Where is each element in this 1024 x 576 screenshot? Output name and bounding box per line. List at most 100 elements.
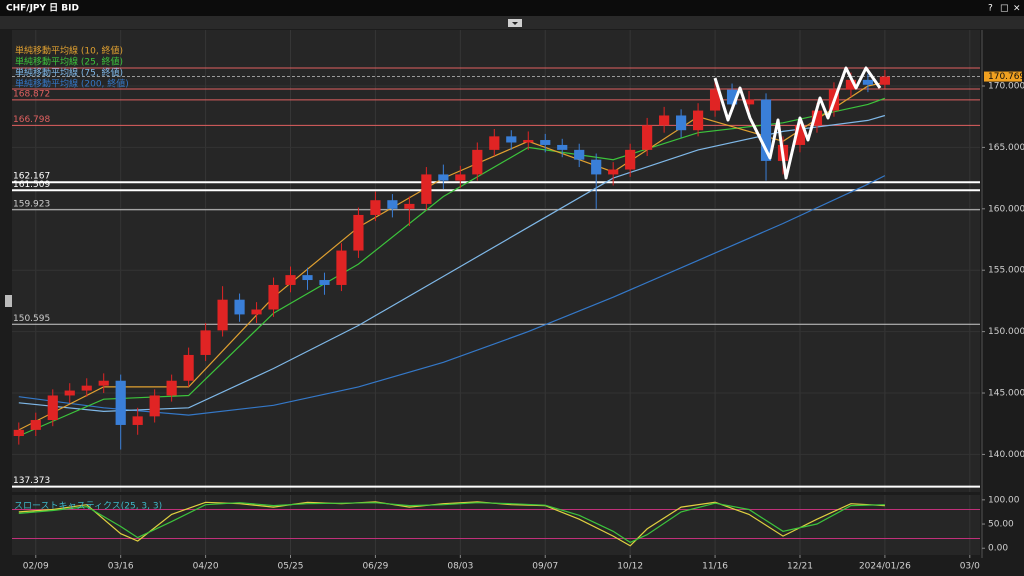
candle-body (574, 149, 585, 160)
candle-body (370, 200, 381, 215)
candle-body (302, 275, 313, 281)
candle-body (438, 174, 449, 181)
candle-body (489, 136, 500, 150)
candle-body (353, 214, 364, 251)
candle-body (251, 309, 262, 315)
candle-body (523, 140, 534, 143)
y-tick-label: 150.000 (988, 327, 1024, 337)
candle-body (794, 125, 806, 145)
candle-body (234, 299, 245, 315)
candle-body (30, 420, 41, 430)
stochastic-tick-label: 0.00 (988, 544, 1008, 554)
candle-body (862, 79, 874, 85)
candle-body (676, 115, 687, 131)
price-level-label: 150.595 (13, 314, 50, 324)
close-button[interactable]: × (1013, 4, 1021, 14)
legend-entry: 単純移動平均線 (75, 終値) (15, 67, 123, 79)
candle-body (200, 330, 211, 355)
candle-body (81, 385, 92, 391)
moving-average (18, 175, 886, 416)
candle-body (845, 79, 857, 90)
candle-body (336, 250, 347, 285)
current-price-label: 170.769 (988, 72, 1024, 82)
price-level-label: 159.923 (13, 199, 50, 209)
legend-entry: 単純移動平均線 (200, 終値) (15, 78, 129, 90)
y-tick-label: 170.000 (988, 82, 1024, 92)
candle-body (115, 380, 126, 425)
candle-body (404, 203, 415, 209)
price-level-label: 137.373 (13, 476, 50, 486)
candle-body (13, 429, 24, 436)
x-tick-label: 12/21 (787, 562, 813, 572)
x-tick-label: 08/03 (447, 562, 473, 572)
candle-body (319, 280, 330, 285)
candle-body (879, 76, 890, 85)
x-tick-label: 09/07 (532, 562, 558, 572)
stochastic-tick-label: 50.00 (988, 520, 1014, 530)
labels: 02/09 03/16 04/20 05/25 06/29 08/03 09/07 10/12… (13, 45, 1024, 572)
x-tick-label: 05/25 (278, 562, 304, 572)
x-tick-label: 11/16 (702, 562, 728, 572)
help-button[interactable]: ? (988, 4, 993, 14)
candle-body (166, 380, 177, 396)
side-tab[interactable] (5, 295, 12, 307)
candle-body (285, 275, 296, 285)
price-level-label: 161.509 (13, 180, 50, 190)
candle-body (387, 200, 398, 209)
candle-body (743, 99, 755, 105)
legend-entry: 単純移動平均線 (10, 終値) (15, 45, 123, 57)
title-bar (0, 0, 1024, 16)
candle-body (472, 149, 483, 175)
window-title: CHF/JPY 日 BID (6, 3, 79, 14)
x-tick-label: 02/09 (23, 562, 49, 572)
candle-body (149, 395, 160, 417)
stochastic-title: スローストキャスティクス(25, 3, 3) (14, 501, 162, 512)
candle-body (659, 115, 670, 126)
candle-body (591, 159, 602, 175)
stochastic-line (18, 501, 885, 547)
price-level-label: 166.798 (13, 115, 50, 125)
price-level-label: 168.872 (13, 89, 50, 99)
candle-body (506, 136, 517, 143)
current-price-box (984, 71, 1022, 82)
candle-body (726, 89, 738, 105)
candle-body (268, 284, 279, 310)
drawn-zigzag (713, 66, 882, 180)
x-tick-label: 2024/01/26 (859, 562, 911, 572)
candle-body (455, 174, 466, 181)
candle-body (183, 354, 194, 381)
x-tick-label: 04/20 (193, 562, 219, 572)
stochastic-plot (12, 501, 980, 547)
candle-body (557, 144, 568, 150)
candle-body (47, 395, 58, 421)
x-tick-label: 03/16 (108, 562, 134, 572)
candle-body (692, 110, 704, 131)
candle-body (625, 149, 636, 170)
y-tick-label: 160.000 (988, 204, 1024, 214)
candle-body (421, 174, 432, 204)
legend-entry: 単純移動平均線 (25, 終値) (15, 56, 123, 68)
y-tick-label: 145.000 (988, 389, 1024, 399)
candle-body (540, 140, 551, 145)
y-tick-label: 155.000 (988, 266, 1024, 276)
candle-body (760, 99, 772, 161)
candle-body (64, 390, 75, 396)
y-tick-label: 165.000 (988, 143, 1024, 153)
candle-body (132, 416, 143, 425)
stochastic-tick-label: 100.00 (988, 495, 1020, 505)
candle-body (608, 169, 619, 175)
stochastic-area (12, 495, 980, 555)
moving-average (18, 97, 886, 437)
y-tick-label: 140.000 (988, 450, 1024, 460)
candle-body (217, 299, 228, 331)
maximize-button[interactable]: □ (1000, 4, 1009, 14)
collapse-icon (512, 22, 518, 25)
candle-body (98, 380, 109, 386)
x-tick-label: 03/0 (960, 562, 980, 572)
candle-body (709, 89, 721, 111)
x-tick-label: 06/29 (362, 562, 388, 572)
candle-body (811, 110, 823, 126)
candle-body (642, 125, 653, 150)
